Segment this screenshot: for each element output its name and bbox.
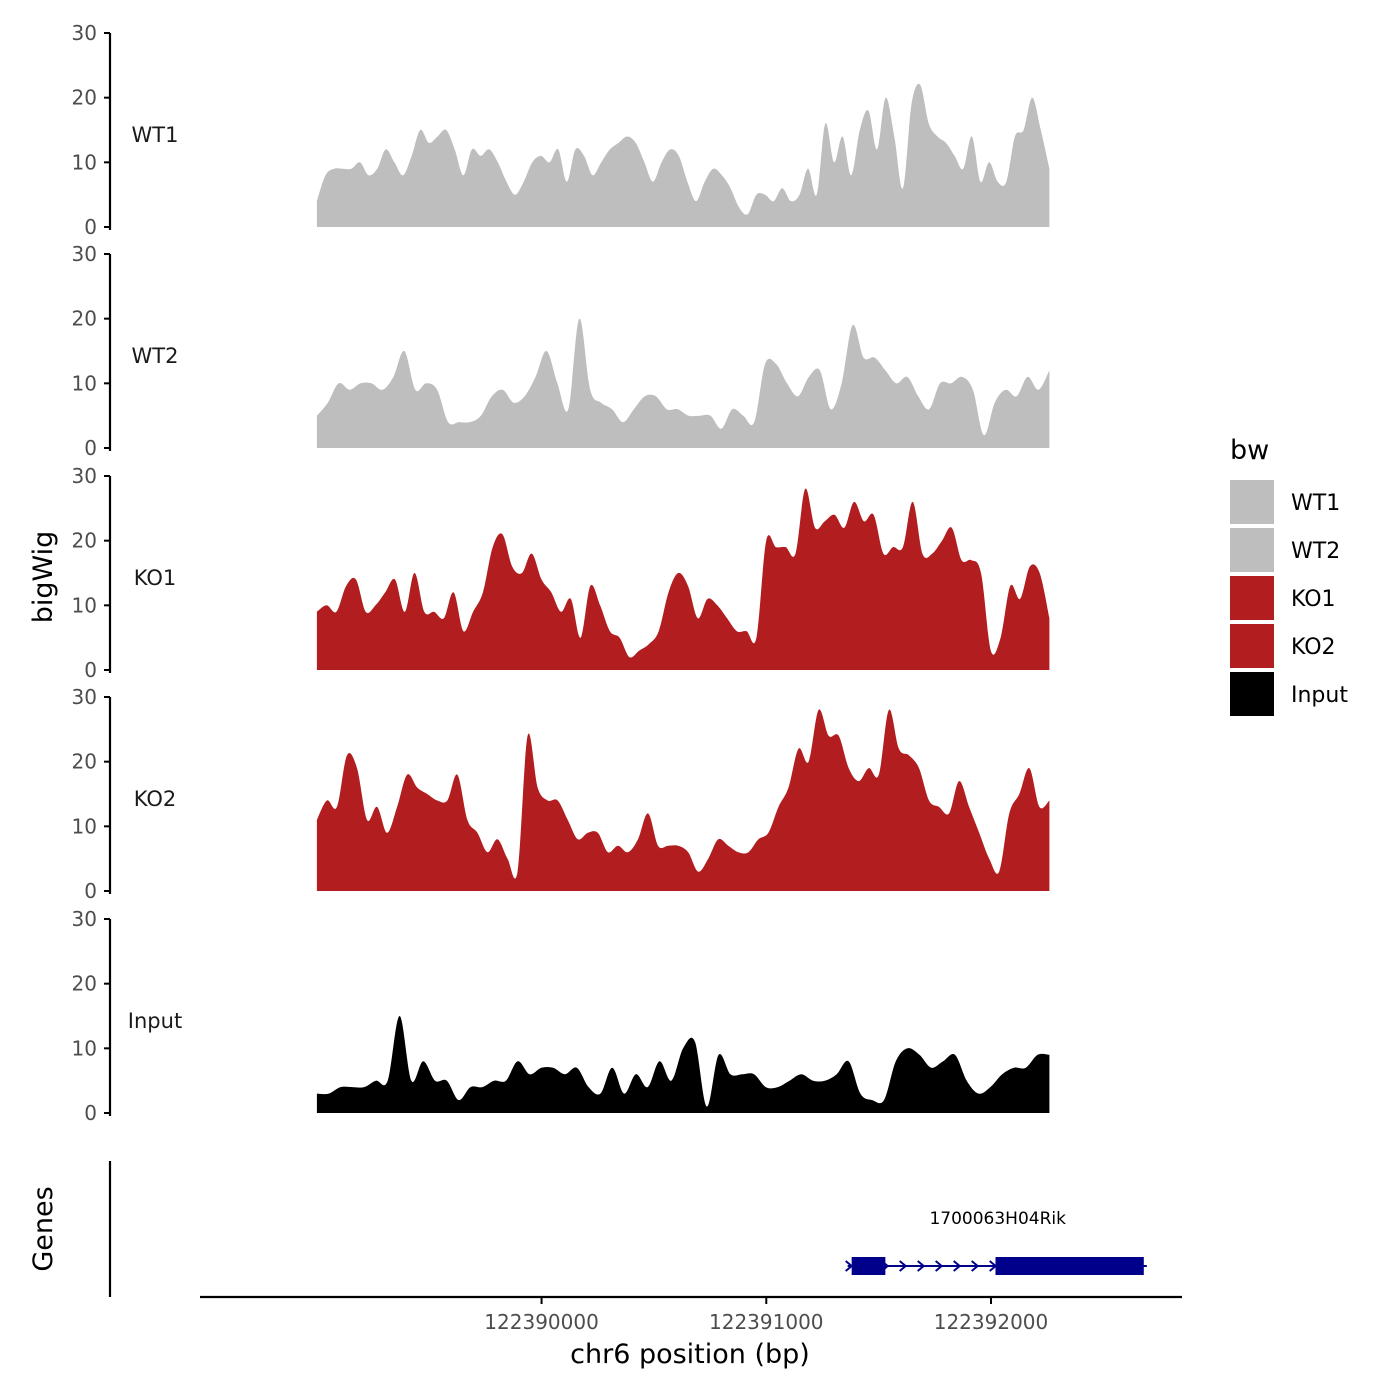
gene-exon <box>995 1257 1144 1275</box>
gene-exon <box>851 1257 886 1275</box>
legend-key-input <box>1230 672 1274 716</box>
strand-arrow-icon <box>935 1260 944 1272</box>
legend-key-ko1 <box>1230 576 1274 620</box>
coverage-area-wt2 <box>316 318 1050 448</box>
y-tick-label: 30 <box>72 464 97 488</box>
track-label-ko2: KO2 <box>134 787 177 811</box>
y-tick-label: 0 <box>84 658 97 682</box>
strand-arrow-icon <box>899 1260 908 1272</box>
track-label-wt2: WT2 <box>132 344 179 368</box>
genes-axis-label: Genes <box>28 1186 59 1271</box>
strand-arrow-icon <box>971 1260 980 1272</box>
y-tick-label: 0 <box>84 1101 97 1125</box>
legend-label-wt2: WT2 <box>1291 539 1340 564</box>
y-tick-label: 20 <box>72 307 97 331</box>
track-label-ko1: KO1 <box>134 566 177 590</box>
legend-label-input: Input <box>1291 683 1348 708</box>
legend: bw WT1 WT2 KO1 KO2 Input <box>1230 435 1348 716</box>
y-tick-label: 10 <box>72 1036 97 1060</box>
x-tick-label: 122390000 <box>484 1310 599 1334</box>
y-tick-label: 20 <box>72 972 97 996</box>
coverage-area-ko2 <box>316 709 1050 891</box>
legend-items: WT1 WT2 KO1 KO2 Input <box>1230 480 1348 716</box>
y-tick-label: 30 <box>72 907 97 931</box>
legend-item-wt1: WT1 <box>1230 480 1340 524</box>
x-ticks: 122390000 122391000 122392000 <box>484 1297 1048 1334</box>
track-wt1: 0 10 20 30 WT1 <box>72 21 1050 239</box>
y-tick-label: 30 <box>72 242 97 266</box>
y-tick-label: 10 <box>72 150 97 174</box>
track-label-wt1: WT1 <box>132 123 179 147</box>
legend-item-ko1: KO1 <box>1230 576 1336 620</box>
legend-label-wt1: WT1 <box>1291 491 1340 516</box>
y-tick-label: 30 <box>72 685 97 709</box>
y-tick-label: 20 <box>72 86 97 110</box>
gene-1700063h04rik: 1700063H04Rik <box>845 1209 1147 1275</box>
y-tick-label: 10 <box>72 814 97 838</box>
x-axis-title: chr6 position (bp) <box>570 1339 810 1370</box>
legend-key-ko2 <box>1230 624 1274 668</box>
strand-arrow-icon <box>845 1260 854 1272</box>
legend-key-wt2 <box>1230 528 1274 572</box>
legend-title: bw <box>1230 435 1269 466</box>
legend-key-wt1 <box>1230 480 1274 524</box>
gene-models: 1700063H04Rik <box>845 1209 1147 1275</box>
legend-item-ko2: KO2 <box>1230 624 1336 668</box>
strand-arrow-icon <box>917 1260 926 1272</box>
legend-item-wt2: WT2 <box>1230 528 1340 572</box>
y-tick-label: 0 <box>84 215 97 239</box>
bigwig-tracks: 0 10 20 30 WT1 0 10 20 30 WT2 0 10 20 30 KO1 0 10 20 30 KO2… <box>72 21 1050 1125</box>
y-axis-title: bigWig <box>28 531 59 624</box>
strand-arrow-icon <box>953 1260 962 1272</box>
track-ko2: 0 10 20 30 KO2 <box>72 685 1050 903</box>
y-tick-label: 30 <box>72 21 97 45</box>
gene-label: 1700063H04Rik <box>929 1209 1066 1229</box>
y-tick-label: 10 <box>72 371 97 395</box>
coverage-area-wt1 <box>316 83 1050 227</box>
legend-label-ko1: KO1 <box>1291 587 1336 612</box>
legend-label-ko2: KO2 <box>1291 635 1336 660</box>
y-tick-label: 10 <box>72 593 97 617</box>
coverage-area-ko1 <box>316 488 1050 670</box>
track-wt2: 0 10 20 30 WT2 <box>72 242 1050 460</box>
coverage-area-input <box>316 1016 1050 1113</box>
y-tick-label: 0 <box>84 879 97 903</box>
x-tick-label: 122392000 <box>934 1310 1049 1334</box>
y-tick-label: 20 <box>72 750 97 774</box>
track-label-input: Input <box>128 1009 182 1033</box>
x-tick-label: 122391000 <box>709 1310 824 1334</box>
genes-panel: Genes 1700063H04Rik <box>28 1161 1147 1297</box>
y-tick-label: 20 <box>72 529 97 553</box>
legend-item-input: Input <box>1230 672 1348 716</box>
track-ko1: 0 10 20 30 KO1 <box>72 464 1050 682</box>
x-axis: 122390000 122391000 122392000 chr6 positio… <box>200 1295 1182 1370</box>
y-tick-label: 0 <box>84 436 97 460</box>
track-input: 0 10 20 30 Input <box>72 907 1050 1125</box>
